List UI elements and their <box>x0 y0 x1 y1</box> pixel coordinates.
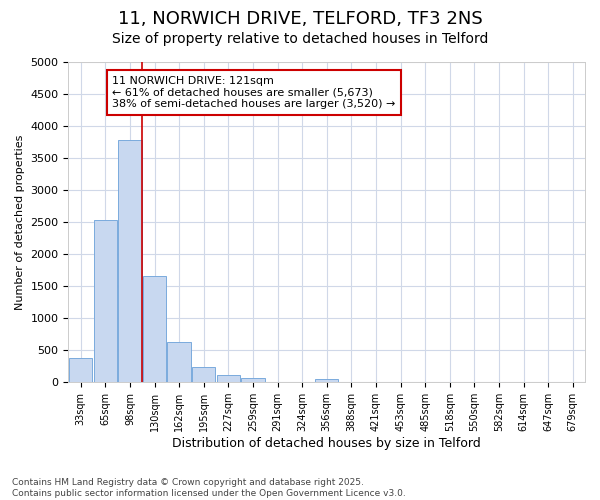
Bar <box>94 220 117 382</box>
Bar <box>69 358 92 382</box>
Bar <box>241 378 265 382</box>
Bar <box>217 375 240 382</box>
Bar <box>192 368 215 382</box>
Text: 11, NORWICH DRIVE, TELFORD, TF3 2NS: 11, NORWICH DRIVE, TELFORD, TF3 2NS <box>118 10 482 28</box>
Y-axis label: Number of detached properties: Number of detached properties <box>15 134 25 310</box>
Bar <box>315 379 338 382</box>
Text: Size of property relative to detached houses in Telford: Size of property relative to detached ho… <box>112 32 488 46</box>
Bar <box>167 342 191 382</box>
X-axis label: Distribution of detached houses by size in Telford: Distribution of detached houses by size … <box>172 437 481 450</box>
Text: 11 NORWICH DRIVE: 121sqm
← 61% of detached houses are smaller (5,673)
38% of sem: 11 NORWICH DRIVE: 121sqm ← 61% of detach… <box>112 76 395 109</box>
Bar <box>118 140 142 382</box>
Text: Contains HM Land Registry data © Crown copyright and database right 2025.
Contai: Contains HM Land Registry data © Crown c… <box>12 478 406 498</box>
Bar <box>143 276 166 382</box>
